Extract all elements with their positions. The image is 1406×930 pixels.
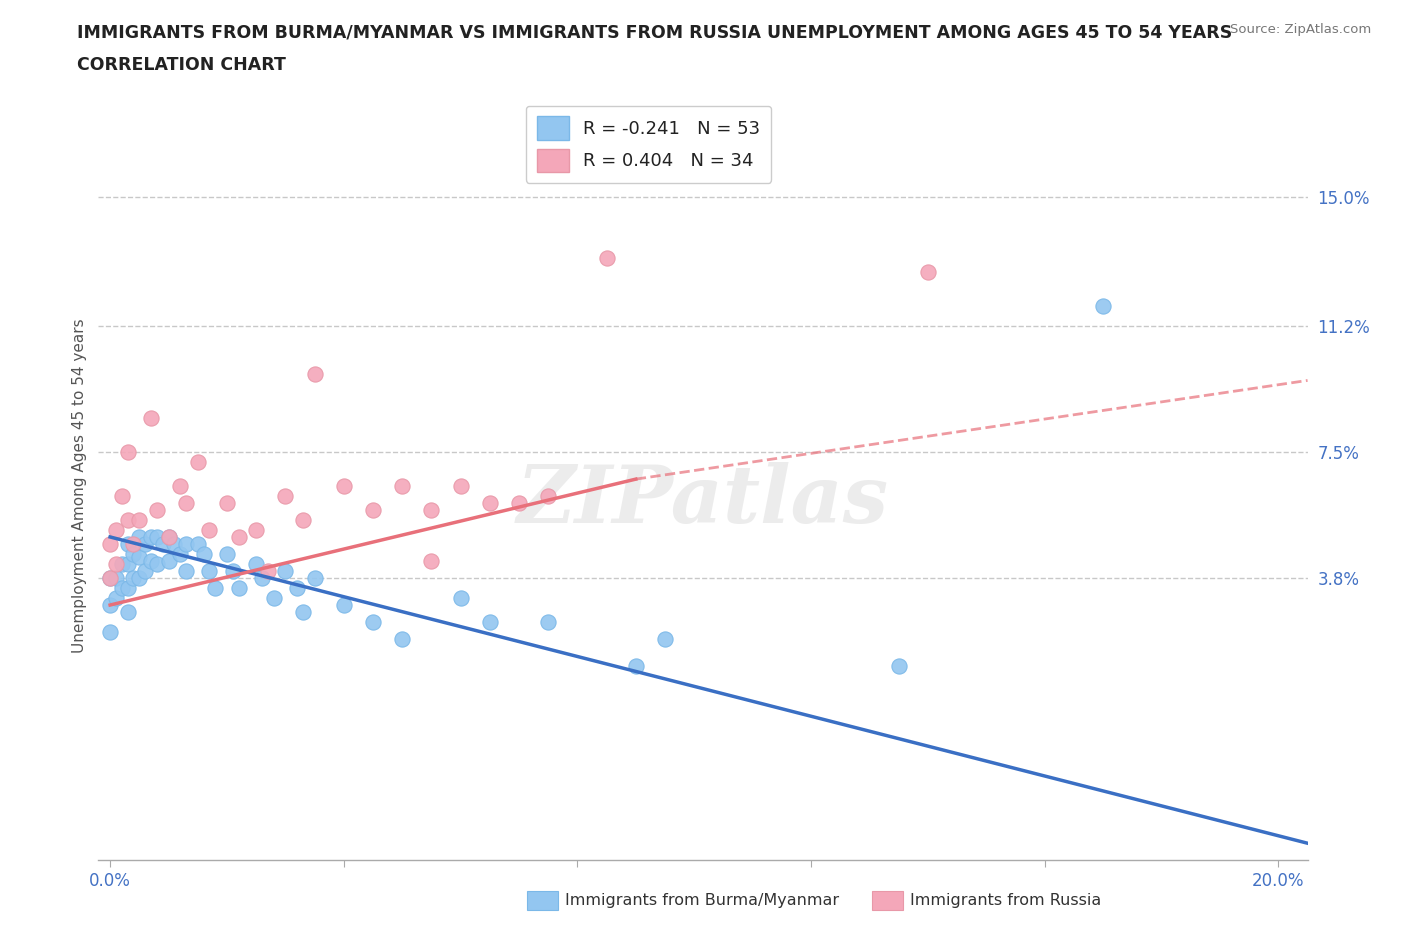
Point (174, 496, 197, 511)
Text: Source: ZipAtlas.com: Source: ZipAtlas.com (1230, 23, 1371, 36)
Point (478, 496, 501, 511)
Point (215, 496, 238, 511)
Point (117, 445, 139, 459)
Text: Immigrants from Burma/Myanmar: Immigrants from Burma/Myanmar (565, 893, 839, 908)
Point (450, 479, 472, 494)
Point (104, 570, 127, 585)
Point (163, 537, 186, 551)
Point (537, 615, 560, 630)
Point (117, 604, 139, 619)
Point (157, 529, 180, 544)
Point (420, 502, 443, 517)
Point (917, 264, 939, 279)
Point (198, 523, 221, 538)
Point (111, 488, 134, 503)
Point (146, 557, 169, 572)
Point (128, 529, 150, 544)
Point (117, 580, 139, 595)
Point (193, 547, 215, 562)
Point (391, 631, 413, 646)
Point (508, 496, 530, 511)
Point (245, 557, 267, 572)
Point (104, 523, 127, 538)
Point (187, 455, 209, 470)
Point (128, 512, 150, 527)
Point (122, 570, 145, 585)
Point (134, 564, 156, 578)
Legend: R = -0.241   N = 53, R = 0.404   N = 34: R = -0.241 N = 53, R = 0.404 N = 34 (526, 106, 772, 183)
Point (291, 512, 314, 527)
Point (146, 502, 169, 517)
Point (111, 557, 134, 572)
Point (361, 502, 384, 517)
Point (887, 658, 910, 673)
Point (122, 537, 145, 551)
Text: IMMIGRANTS FROM BURMA/MYANMAR VS IMMIGRANTS FROM RUSSIA UNEMPLOYMENT AMONG AGES : IMMIGRANTS FROM BURMA/MYANMAR VS IMMIGRA… (77, 23, 1233, 41)
Point (285, 580, 308, 595)
Point (98, 598, 121, 613)
Point (204, 580, 226, 595)
Point (450, 591, 472, 605)
Point (624, 658, 647, 673)
Point (98, 537, 121, 551)
Point (117, 512, 139, 527)
Point (215, 547, 238, 562)
Point (139, 529, 162, 544)
Point (332, 479, 354, 494)
Point (222, 564, 245, 578)
Point (122, 547, 145, 562)
Point (157, 529, 180, 544)
Point (152, 537, 174, 551)
Point (274, 564, 297, 578)
Point (654, 631, 676, 646)
Point (595, 250, 617, 265)
Point (104, 591, 127, 605)
Point (228, 529, 250, 544)
Point (169, 479, 191, 494)
Point (361, 615, 384, 630)
Point (139, 410, 162, 425)
Point (1092, 299, 1115, 313)
Point (304, 570, 326, 585)
Text: Immigrants from Russia: Immigrants from Russia (910, 893, 1101, 908)
Point (98, 570, 121, 585)
Point (250, 570, 273, 585)
Point (187, 537, 209, 551)
Point (304, 366, 326, 381)
Point (128, 550, 150, 565)
Point (332, 598, 354, 613)
Point (104, 557, 127, 572)
Point (228, 580, 250, 595)
Point (256, 564, 278, 578)
Point (157, 553, 180, 568)
Point (146, 529, 169, 544)
Point (263, 591, 285, 605)
Point (117, 557, 139, 572)
Point (174, 537, 197, 551)
Point (174, 564, 197, 578)
Point (111, 580, 134, 595)
Point (139, 553, 162, 568)
Point (198, 564, 221, 578)
Text: ZIPatlas: ZIPatlas (517, 462, 889, 539)
Point (291, 604, 314, 619)
Point (537, 488, 560, 503)
Point (98, 625, 121, 640)
Point (420, 553, 443, 568)
Point (478, 615, 501, 630)
Point (169, 547, 191, 562)
Point (391, 479, 413, 494)
Y-axis label: Unemployment Among Ages 45 to 54 years: Unemployment Among Ages 45 to 54 years (72, 319, 87, 653)
Point (245, 523, 267, 538)
Text: CORRELATION CHART: CORRELATION CHART (77, 56, 287, 73)
Point (98, 570, 121, 585)
Point (128, 570, 150, 585)
Point (134, 537, 156, 551)
Point (117, 537, 139, 551)
Point (274, 488, 297, 503)
